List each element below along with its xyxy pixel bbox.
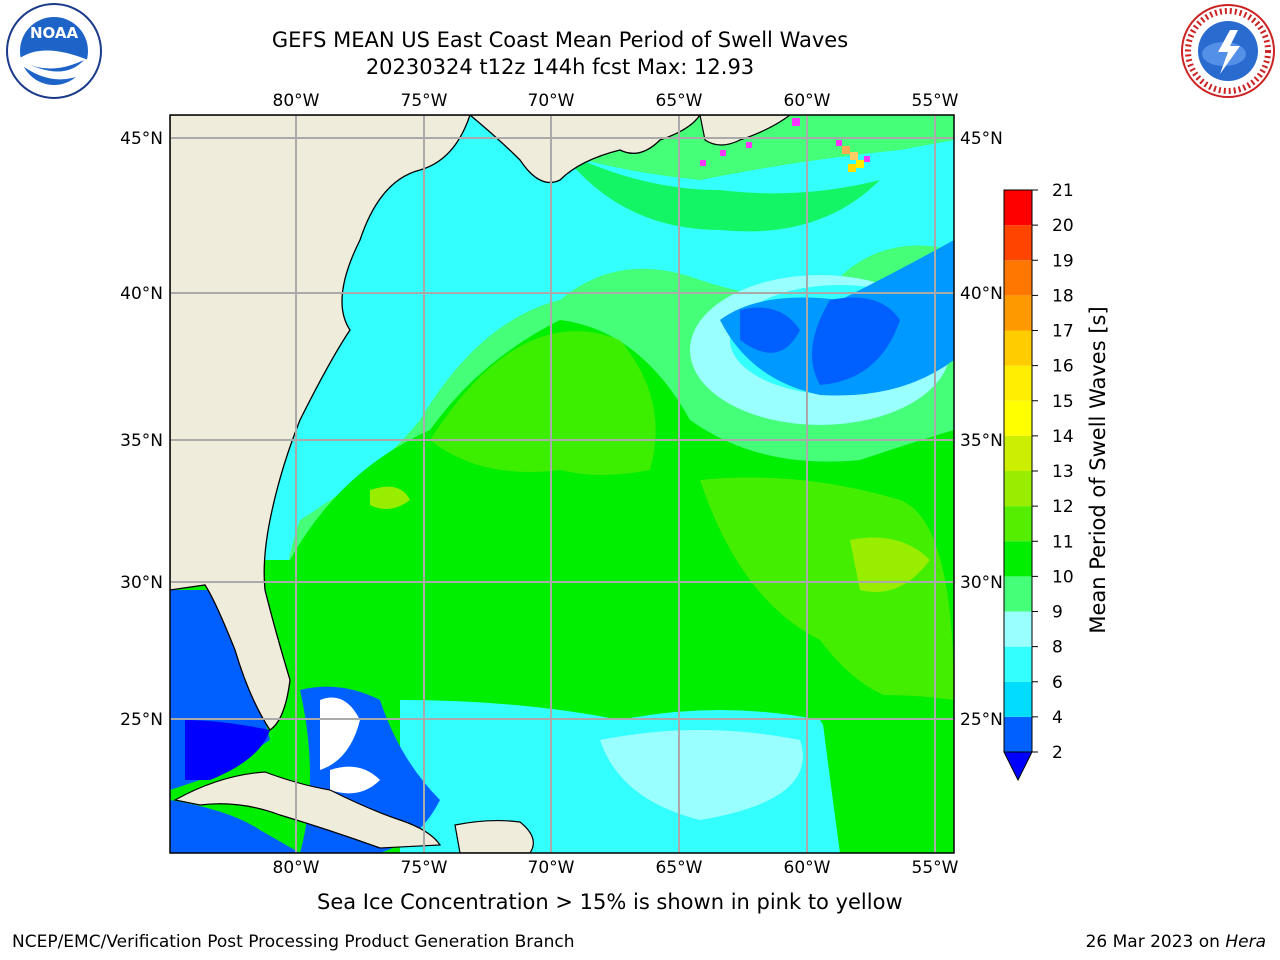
footer-credit: NCEP/EMC/Verification Post Processing Pr… — [12, 932, 575, 952]
colorbar-tick-label: 2 — [1052, 743, 1063, 763]
colorbar-swatch — [1004, 190, 1032, 226]
colorbar-swatch — [1004, 365, 1032, 401]
lon-label: 70°W — [528, 91, 575, 111]
lon-label: 75°W — [401, 858, 448, 878]
lon-labels-top: 80°W 75°W 70°W 65°W 60°W 55°W — [273, 91, 959, 111]
footer-machine: Hera — [1225, 932, 1266, 952]
colorbar-tick-label: 19 — [1052, 251, 1074, 271]
colorbar-swatch — [1004, 435, 1032, 471]
colorbar-swatch — [1004, 260, 1032, 296]
colorbar-label: Mean Period of Swell Waves [s] — [1086, 306, 1110, 633]
sea-ice-caption: Sea Ice Concentration > 15% is shown in … — [317, 890, 903, 914]
map-title: GEFS MEAN US East Coast Mean Period of S… — [271, 28, 849, 52]
colorbar-tick-label: 16 — [1052, 357, 1074, 377]
colorbar-tick-label: 9 — [1052, 603, 1063, 623]
lat-label: 40°N — [960, 284, 1003, 304]
colorbar: 2 4 6 8 9 10 11 12 13 14 15 16 17 18 19 20 21 — [1003, 181, 1074, 782]
lon-label: 60°W — [784, 858, 831, 878]
lat-label: 25°N — [960, 710, 1003, 730]
colorbar-swatch — [1004, 330, 1032, 366]
canada-landmass — [468, 115, 701, 184]
colorbar-swatch — [1004, 716, 1032, 752]
colorbar-tick-label: 4 — [1052, 708, 1063, 728]
lon-label: 70°W — [528, 858, 575, 878]
colorbar-tick-label: 8 — [1052, 638, 1063, 658]
colorbar-tick-label: 21 — [1052, 181, 1074, 201]
lat-labels-right: 45°N 40°N 35°N 30°N 25°N — [960, 129, 1003, 730]
colorbar-tick-label: 17 — [1052, 322, 1074, 342]
lon-label: 80°W — [273, 858, 320, 878]
lat-label: 45°N — [960, 129, 1003, 149]
graticule — [170, 115, 954, 853]
lon-label: 65°W — [656, 91, 703, 111]
footer-date-text: 26 Mar 2023 on — [1085, 932, 1226, 952]
colorbar-tick-label: 20 — [1052, 216, 1074, 236]
lon-label: 75°W — [401, 91, 448, 111]
colorbar-swatch — [1004, 646, 1032, 682]
colorbar-tick-label: 10 — [1052, 567, 1074, 587]
colorbar-tick-label: 14 — [1052, 427, 1074, 447]
lat-label: 35°N — [960, 431, 1003, 451]
colorbar-tick-label: 15 — [1052, 392, 1074, 412]
us-east-coast-landmass — [170, 115, 471, 731]
lat-label: 30°N — [960, 573, 1003, 593]
nws-logo — [1181, 4, 1275, 98]
colorbar-swatch — [1004, 541, 1032, 577]
lat-label: 30°N — [120, 573, 163, 593]
lat-label: 45°N — [120, 129, 163, 149]
sea-ice-patches — [700, 118, 870, 172]
colorbar-tick-label: 6 — [1052, 673, 1063, 693]
lon-label: 60°W — [784, 91, 831, 111]
footer-date: 26 Mar 2023 on Hera — [1086, 932, 1266, 952]
colorbar-tick-label: 12 — [1052, 497, 1074, 517]
colorbar-tick-label: 11 — [1052, 532, 1074, 552]
noaa-logo-text: NOAA — [30, 24, 79, 42]
lon-label: 80°W — [273, 91, 320, 111]
colorbar-tick-label: 13 — [1052, 462, 1074, 482]
colorbar-swatch — [1004, 576, 1032, 612]
lon-label: 65°W — [656, 858, 703, 878]
lat-label: 25°N — [120, 710, 163, 730]
lat-label: 35°N — [120, 431, 163, 451]
lat-label: 40°N — [120, 284, 163, 304]
colorbar-tick-label: 18 — [1052, 286, 1074, 306]
colorbar-swatch — [1004, 681, 1032, 717]
colorbar-swatch — [1004, 225, 1032, 261]
colorbar-under-arrow — [1003, 751, 1033, 782]
lon-label: 55°W — [912, 858, 959, 878]
map-frame — [169, 114, 955, 854]
map-subtitle: 20230324 t12z 144h fcst Max: 12.93 — [365, 55, 755, 79]
cuba-landmass — [173, 771, 442, 849]
colorbar-swatch — [1004, 295, 1032, 331]
lon-labels-bottom: 80°W 75°W 70°W 65°W 60°W 55°W — [273, 858, 959, 878]
lon-label: 55°W — [912, 91, 959, 111]
colorbar-swatch — [1004, 471, 1032, 507]
colorbar-swatch — [1004, 506, 1032, 542]
lat-labels-left: 45°N 40°N 35°N 30°N 25°N — [120, 129, 163, 730]
colorbar-swatch — [1004, 400, 1032, 436]
colorbar-swatch — [1004, 611, 1032, 647]
noaa-logo: NOAA — [6, 3, 102, 99]
